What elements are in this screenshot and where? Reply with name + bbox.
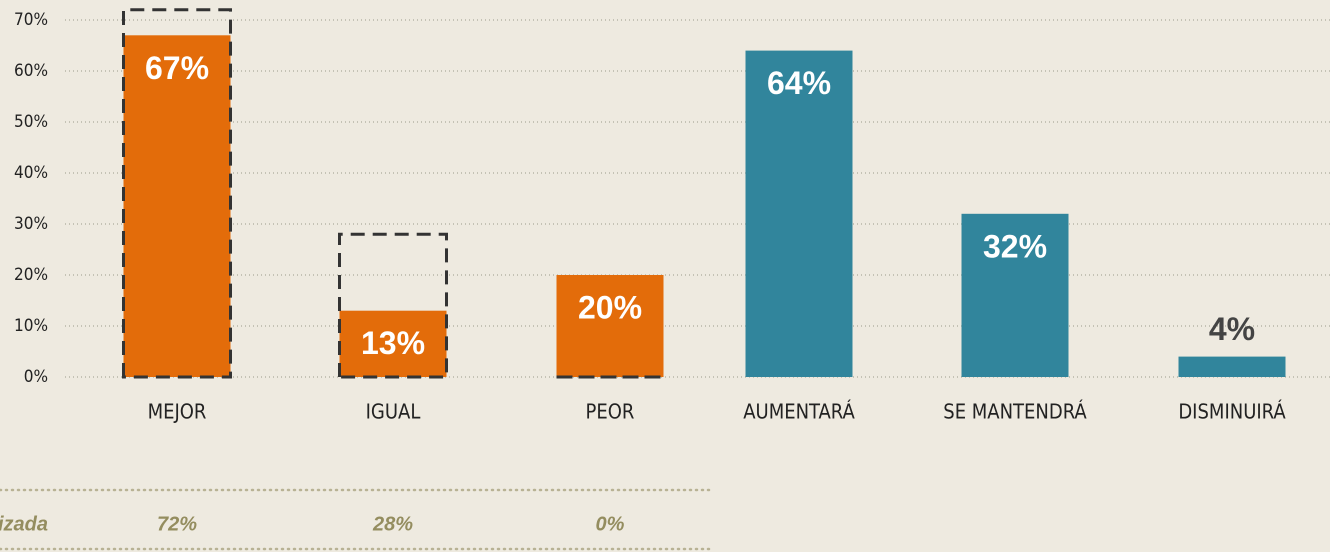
value-label: 4% (1209, 311, 1255, 347)
y-tick-label: 30% (14, 214, 48, 234)
reference-value: 28% (372, 513, 413, 535)
reference-row-label: izada (0, 513, 48, 535)
value-label: 20% (578, 289, 642, 325)
y-tick-label: 70% (14, 10, 48, 30)
reference-value: 72% (157, 513, 197, 535)
value-label: 67% (145, 50, 209, 86)
bar (339, 310, 447, 377)
y-tick-label: 40% (14, 163, 48, 183)
bar (1178, 356, 1286, 377)
value-label: 32% (983, 228, 1047, 264)
bar (961, 213, 1069, 377)
reference-value: 0% (596, 513, 625, 535)
x-tick-label: AUMENTARÁ (743, 400, 855, 424)
y-tick-label: 0% (24, 367, 48, 387)
x-tick-label: IGUAL (366, 400, 421, 424)
y-tick-label: 10% (14, 316, 48, 336)
y-tick-label: 60% (14, 61, 48, 81)
value-label: 64% (767, 65, 831, 101)
reference-box (122, 8, 232, 379)
bar (123, 35, 231, 378)
x-tick-label: SE MANTENDRÁ (943, 400, 1087, 424)
bar (556, 275, 664, 377)
x-tick-label: MEJOR (148, 400, 207, 424)
reference-box (338, 232, 448, 379)
x-tick-label: PEOR (586, 400, 635, 424)
bar (745, 50, 853, 377)
value-label: 13% (361, 325, 425, 361)
y-tick-label: 20% (14, 265, 48, 285)
y-tick-label: 50% (14, 112, 48, 132)
x-tick-label: DISMINUIRÁ (1178, 400, 1286, 424)
